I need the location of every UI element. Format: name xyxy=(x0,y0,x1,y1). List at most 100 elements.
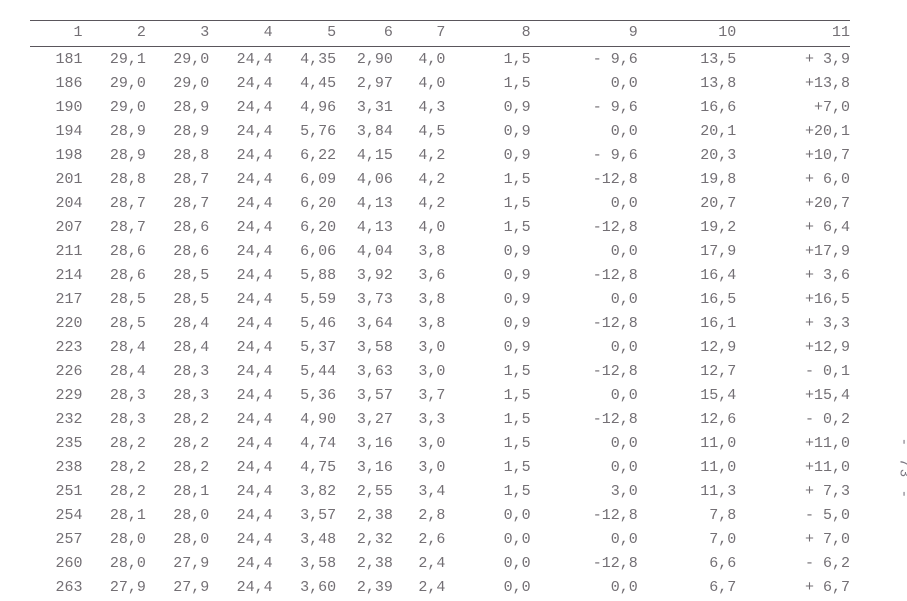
cell: 5,76 xyxy=(273,119,336,143)
cell: 3,82 xyxy=(273,479,336,503)
cell: 24,4 xyxy=(209,335,272,359)
cell: + 7,3 xyxy=(736,479,850,503)
cell: 1,5 xyxy=(445,215,530,239)
cell: -12,8 xyxy=(531,167,638,191)
table-row: 25128,228,124,43,822,553,41,53,011,3+ 7,… xyxy=(30,479,850,503)
table-row: 26327,927,924,43,602,392,40,00,06,7+ 6,7 xyxy=(30,575,850,599)
cell: 2,38 xyxy=(336,551,393,575)
cell: 28,5 xyxy=(146,263,209,287)
cell: 28,9 xyxy=(146,119,209,143)
cell: 214 xyxy=(30,263,82,287)
cell: 0,0 xyxy=(531,527,638,551)
cell: - 0,2 xyxy=(736,407,850,431)
table-row: 20428,728,724,46,204,134,21,50,020,7+20,… xyxy=(30,191,850,215)
table-row: 20128,828,724,46,094,064,21,5-12,819,8+ … xyxy=(30,167,850,191)
cell: 198 xyxy=(30,143,82,167)
cell: 29,1 xyxy=(82,47,145,72)
cell: 12,6 xyxy=(638,407,736,431)
cell: 3,0 xyxy=(531,479,638,503)
table-row: 25728,028,024,43,482,322,60,00,07,0+ 7,0 xyxy=(30,527,850,551)
cell: - 0,1 xyxy=(736,359,850,383)
cell: 3,7 xyxy=(393,383,445,407)
cell: 24,4 xyxy=(209,215,272,239)
cell: 6,20 xyxy=(273,191,336,215)
cell: 28,9 xyxy=(82,143,145,167)
cell: +16,5 xyxy=(736,287,850,311)
cell: + 6,0 xyxy=(736,167,850,191)
col-header-8: 8 xyxy=(445,21,530,47)
cell: 1,5 xyxy=(445,383,530,407)
cell: +15,4 xyxy=(736,383,850,407)
cell: 6,22 xyxy=(273,143,336,167)
cell: 11,0 xyxy=(638,431,736,455)
cell: - 9,6 xyxy=(531,143,638,167)
cell: 251 xyxy=(30,479,82,503)
cell: 12,9 xyxy=(638,335,736,359)
cell: 28,3 xyxy=(146,359,209,383)
cell: +10,7 xyxy=(736,143,850,167)
table-row: 19828,928,824,46,224,154,20,9- 9,620,3+1… xyxy=(30,143,850,167)
table-row: 21428,628,524,45,883,923,60,9-12,816,4+ … xyxy=(30,263,850,287)
cell: 194 xyxy=(30,119,82,143)
table-row: 18129,129,024,44,352,904,01,5- 9,613,5+ … xyxy=(30,47,850,72)
cell: 0,0 xyxy=(531,191,638,215)
cell: 0,9 xyxy=(445,311,530,335)
cell: 28,4 xyxy=(82,335,145,359)
cell: 16,1 xyxy=(638,311,736,335)
table-row: 18629,029,024,44,452,974,01,50,013,8+13,… xyxy=(30,71,850,95)
cell: + 3,9 xyxy=(736,47,850,72)
cell: 29,0 xyxy=(146,71,209,95)
cell: 28,2 xyxy=(82,455,145,479)
cell: 28,1 xyxy=(82,503,145,527)
cell: 24,4 xyxy=(209,551,272,575)
page-number-side: - 73 - xyxy=(895,438,907,500)
cell: 20,3 xyxy=(638,143,736,167)
cell: 0,9 xyxy=(445,95,530,119)
col-header-6: 6 xyxy=(336,21,393,47)
cell: 260 xyxy=(30,551,82,575)
cell: +12,9 xyxy=(736,335,850,359)
cell: 28,0 xyxy=(82,551,145,575)
cell: 27,9 xyxy=(146,551,209,575)
cell: 11,0 xyxy=(638,455,736,479)
cell: -12,8 xyxy=(531,407,638,431)
cell: 204 xyxy=(30,191,82,215)
cell: 5,59 xyxy=(273,287,336,311)
cell: 3,73 xyxy=(336,287,393,311)
cell: 0,0 xyxy=(531,455,638,479)
cell: 5,36 xyxy=(273,383,336,407)
cell: 0,0 xyxy=(531,431,638,455)
cell: 3,16 xyxy=(336,431,393,455)
cell: 4,2 xyxy=(393,167,445,191)
cell: 28,0 xyxy=(146,527,209,551)
cell: 24,4 xyxy=(209,527,272,551)
cell: 4,35 xyxy=(273,47,336,72)
cell: 3,6 xyxy=(393,263,445,287)
cell: 28,4 xyxy=(82,359,145,383)
cell: 211 xyxy=(30,239,82,263)
cell: 13,5 xyxy=(638,47,736,72)
cell: 257 xyxy=(30,527,82,551)
cell: 2,97 xyxy=(336,71,393,95)
cell: +17,9 xyxy=(736,239,850,263)
cell: 0,9 xyxy=(445,335,530,359)
cell: 4,5 xyxy=(393,119,445,143)
cell: 232 xyxy=(30,407,82,431)
cell: -12,8 xyxy=(531,215,638,239)
cell: 28,6 xyxy=(82,263,145,287)
cell: 5,44 xyxy=(273,359,336,383)
cell: 7,0 xyxy=(638,527,736,551)
cell: 0,9 xyxy=(445,263,530,287)
cell: 4,75 xyxy=(273,455,336,479)
cell: 0,0 xyxy=(531,575,638,599)
col-header-7: 7 xyxy=(393,21,445,47)
cell: 0,9 xyxy=(445,239,530,263)
cell: -12,8 xyxy=(531,359,638,383)
cell: 4,13 xyxy=(336,191,393,215)
col-header-5: 5 xyxy=(273,21,336,47)
cell: 24,4 xyxy=(209,71,272,95)
cell: +11,0 xyxy=(736,455,850,479)
cell: 4,06 xyxy=(336,167,393,191)
cell: 28,4 xyxy=(146,335,209,359)
cell: 181 xyxy=(30,47,82,72)
